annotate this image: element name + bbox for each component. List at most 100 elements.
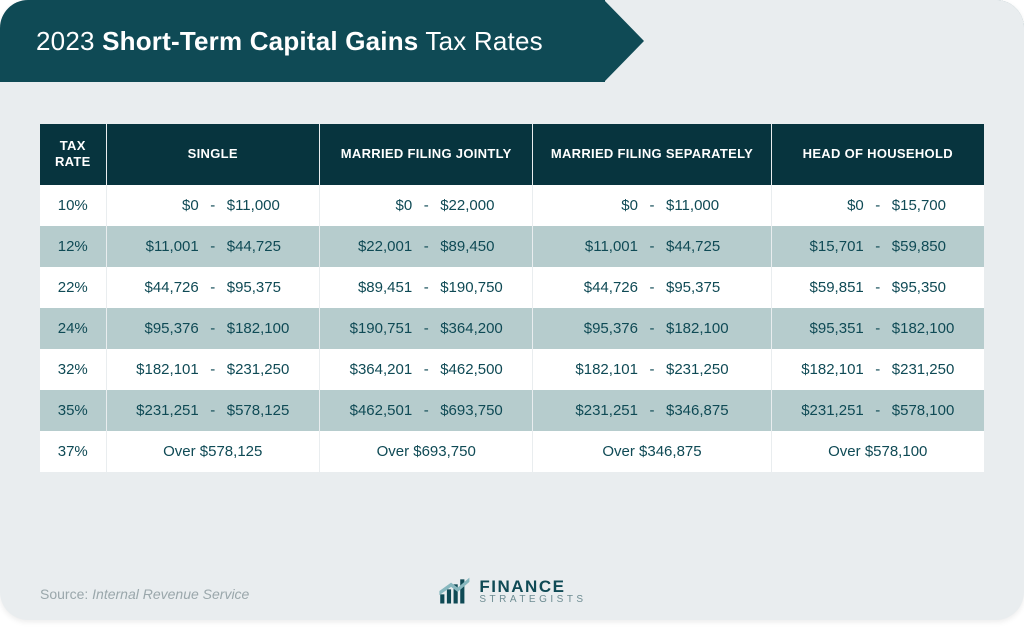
range-dash: - xyxy=(412,197,440,214)
table-row: 24%$95,376-$182,100$190,751-$364,200$95,… xyxy=(40,308,984,349)
range-hi: $346,875 xyxy=(666,402,740,419)
cell-mfj: $22,001-$89,450 xyxy=(319,226,532,267)
range-hi: $462,500 xyxy=(440,361,514,378)
range-dash: - xyxy=(864,238,892,255)
range: $44,726-$95,375 xyxy=(115,279,311,296)
range: $462,501-$693,750 xyxy=(328,402,524,419)
range: $0-$11,000 xyxy=(541,197,762,214)
brand-logo: FINANCE STRATEGISTS xyxy=(437,576,586,606)
range-lo: $231,251 xyxy=(564,402,638,419)
range: $11,001-$44,725 xyxy=(541,238,762,255)
table-container: TAX RATE SINGLE MARRIED FILING JOINTLY M… xyxy=(0,82,1024,472)
cell-mfj: $462,501-$693,750 xyxy=(319,390,532,431)
range-dash: - xyxy=(638,361,666,378)
table-row: 10%$0-$11,000$0-$22,000$0-$11,000$0-$15,… xyxy=(40,185,984,226)
cell-rate: 10% xyxy=(40,185,106,226)
range-lo: $0 xyxy=(125,197,199,214)
col-single: SINGLE xyxy=(106,124,319,185)
range-dash: - xyxy=(864,279,892,296)
table-body: 10%$0-$11,000$0-$22,000$0-$11,000$0-$15,… xyxy=(40,185,984,472)
title-strong: Short-Term Capital Gains xyxy=(102,26,418,56)
cell-mfs: $95,376-$182,100 xyxy=(533,308,771,349)
page-title: 2023 Short-Term Capital Gains Tax Rates xyxy=(36,26,543,57)
cell-mfj: $190,751-$364,200 xyxy=(319,308,532,349)
cell-single: $182,101-$231,250 xyxy=(106,349,319,390)
range: $0-$22,000 xyxy=(328,197,524,214)
cell-single: $11,001-$44,725 xyxy=(106,226,319,267)
range-lo: $182,101 xyxy=(790,361,864,378)
range: $0-$15,700 xyxy=(780,197,976,214)
range-lo: $0 xyxy=(564,197,638,214)
range-dash: - xyxy=(412,238,440,255)
range-lo: $182,101 xyxy=(125,361,199,378)
cell-hoh: $15,701-$59,850 xyxy=(771,226,984,267)
range: $44,726-$95,375 xyxy=(541,279,762,296)
range-dash: - xyxy=(199,320,227,337)
table-row: 37% Over $578,125 Over $693,750 Over $346,8… xyxy=(40,431,984,472)
range-hi: $89,450 xyxy=(440,238,514,255)
range-hi: $95,350 xyxy=(892,279,966,296)
range: $95,376-$182,100 xyxy=(541,320,762,337)
over-value: Over $693,750 xyxy=(377,443,476,460)
cell-rate: 37% xyxy=(40,431,106,472)
cell-mfs: $182,101-$231,250 xyxy=(533,349,771,390)
tax-rate-table: TAX RATE SINGLE MARRIED FILING JOINTLY M… xyxy=(40,124,984,472)
range: $364,201-$462,500 xyxy=(328,361,524,378)
range-dash: - xyxy=(638,197,666,214)
range-dash: - xyxy=(412,402,440,419)
range-lo: $11,001 xyxy=(564,238,638,255)
over-value: Over $346,875 xyxy=(602,443,701,460)
range-dash: - xyxy=(199,238,227,255)
cell-mfj: $364,201-$462,500 xyxy=(319,349,532,390)
range-hi: $11,000 xyxy=(666,197,740,214)
range-lo: $59,851 xyxy=(790,279,864,296)
range-lo: $44,726 xyxy=(125,279,199,296)
range-lo: $182,101 xyxy=(564,361,638,378)
table-row: 22%$44,726-$95,375$89,451-$190,750$44,72… xyxy=(40,267,984,308)
range-hi: $15,700 xyxy=(892,197,966,214)
range-dash: - xyxy=(199,402,227,419)
range-dash: - xyxy=(638,279,666,296)
over-value: Over $578,100 xyxy=(828,443,927,460)
col-tax-rate: TAX RATE xyxy=(40,124,106,185)
range-dash: - xyxy=(638,320,666,337)
range-dash: - xyxy=(864,320,892,337)
range-hi: $231,250 xyxy=(892,361,966,378)
range-hi: $22,000 xyxy=(440,197,514,214)
cell-hoh: Over $578,100 xyxy=(771,431,984,472)
range: $231,251-$578,100 xyxy=(780,402,976,419)
cell-rate: 12% xyxy=(40,226,106,267)
table-row: 12%$11,001-$44,725$22,001-$89,450$11,001… xyxy=(40,226,984,267)
cell-hoh: $95,351-$182,100 xyxy=(771,308,984,349)
range-lo: $231,251 xyxy=(790,402,864,419)
cell-mfs: $0-$11,000 xyxy=(533,185,771,226)
over-value: Over $578,125 xyxy=(163,443,262,460)
range: $182,101-$231,250 xyxy=(780,361,976,378)
range-hi: $11,000 xyxy=(227,197,301,214)
range: $95,351-$182,100 xyxy=(780,320,976,337)
range-hi: $44,725 xyxy=(227,238,301,255)
range-dash: - xyxy=(638,238,666,255)
logo-text: FINANCE STRATEGISTS xyxy=(479,578,586,605)
range: $89,451-$190,750 xyxy=(328,279,524,296)
range-lo: $190,751 xyxy=(338,320,412,337)
title-tail: Tax Rates xyxy=(425,26,542,56)
range: $22,001-$89,450 xyxy=(328,238,524,255)
range-hi: $190,750 xyxy=(440,279,514,296)
cell-mfs: $44,726-$95,375 xyxy=(533,267,771,308)
range-hi: $182,100 xyxy=(892,320,966,337)
range: $231,251-$578,125 xyxy=(115,402,311,419)
range-dash: - xyxy=(864,197,892,214)
range: $11,001-$44,725 xyxy=(115,238,311,255)
cell-rate: 24% xyxy=(40,308,106,349)
range-hi: $95,375 xyxy=(666,279,740,296)
range-lo: $89,451 xyxy=(338,279,412,296)
range-hi: $231,250 xyxy=(227,361,301,378)
cell-single: $95,376-$182,100 xyxy=(106,308,319,349)
range-hi: $59,850 xyxy=(892,238,966,255)
cell-hoh: $59,851-$95,350 xyxy=(771,267,984,308)
cell-single: Over $578,125 xyxy=(106,431,319,472)
range-lo: $22,001 xyxy=(338,238,412,255)
cell-rate: 22% xyxy=(40,267,106,308)
range-dash: - xyxy=(199,197,227,214)
